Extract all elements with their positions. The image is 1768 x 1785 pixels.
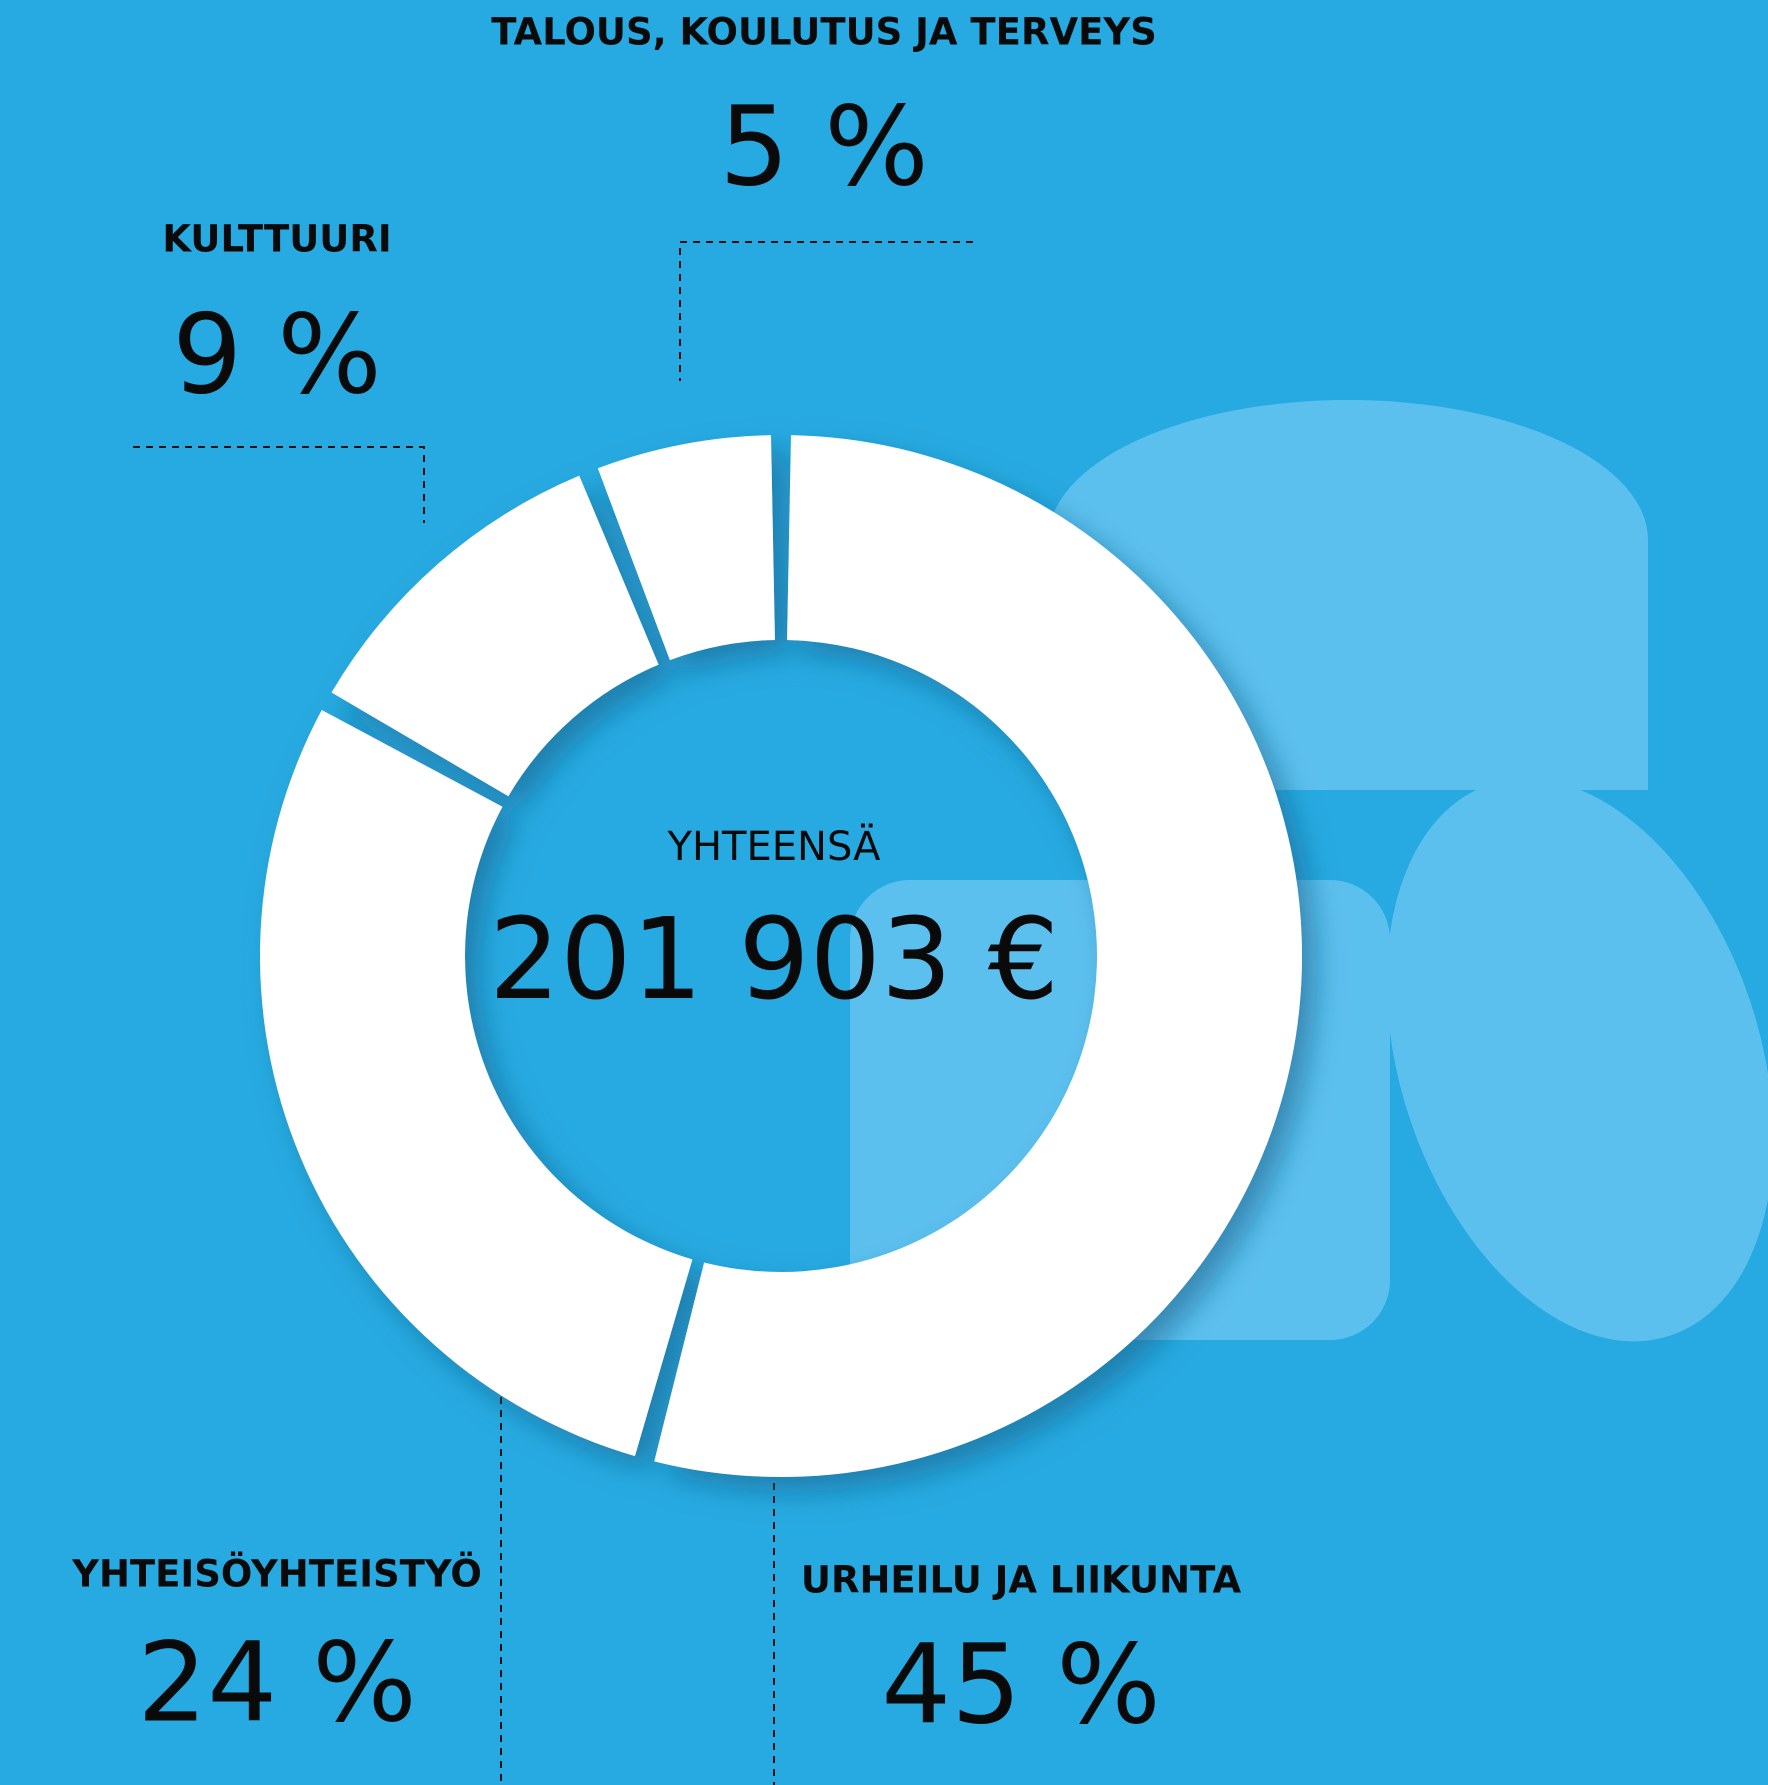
dashed-leaders [133,241,973,1785]
donut-segment [331,475,659,797]
donut [260,435,1303,1478]
center-value: 201 903 € [489,895,1059,1025]
category-label: KULTTUURI [162,218,391,261]
donut-segment [597,435,775,661]
donut-segment [654,435,1303,1478]
center-label: YHTEENSÄ [667,822,882,870]
category-label: URHEILU JA LIIKUNTA [801,1559,1242,1602]
category-label: YHTEISÖYHTEISTYÖ [71,1552,482,1596]
category-label: TALOUS, KOULUTUS JA TERVEYS [491,11,1157,54]
value-label: 45 % [881,1620,1160,1748]
donut-segment [260,709,693,1457]
value-label: 24 % [137,1618,416,1746]
value-label: 9 % [172,290,381,418]
value-label: 5 % [719,82,928,210]
